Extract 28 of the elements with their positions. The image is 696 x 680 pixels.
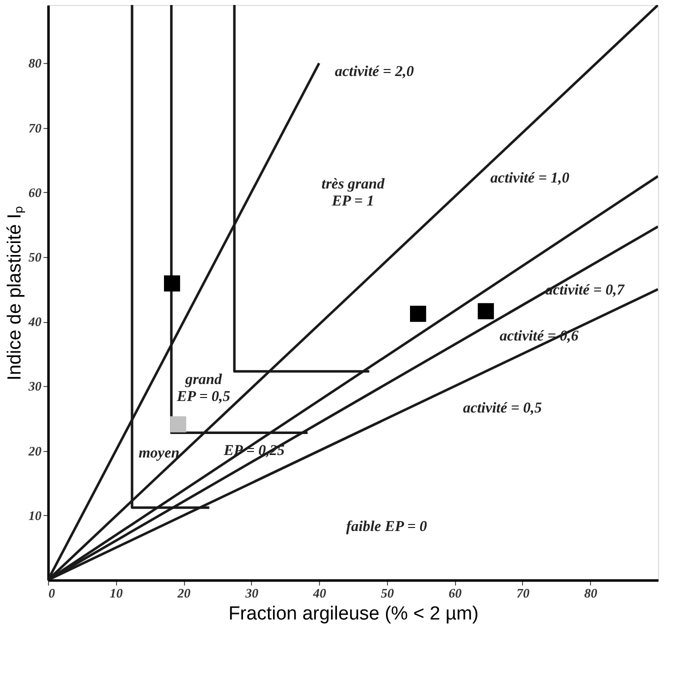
- x-tick-label: 70: [516, 586, 530, 600]
- y-tick-label: 40: [28, 314, 42, 330]
- x-tick-label: 40: [312, 586, 327, 600]
- x-tick-label: 60: [448, 586, 462, 600]
- annotation: activité = 0,5: [462, 400, 542, 416]
- annotation: grand EP = 0,5: [176, 372, 231, 405]
- annotation: activité = 0,6: [500, 328, 580, 345]
- x-tick-label: 10: [110, 586, 124, 600]
- annotation: moyen: [138, 445, 180, 462]
- y-tick-label: 10: [28, 508, 42, 523]
- y-tick-label: 70: [28, 120, 42, 136]
- x-tick-label: 20: [176, 586, 192, 600]
- annotation: activité = 1,0: [490, 170, 570, 186]
- x-tick-label: 30: [244, 586, 259, 600]
- y-axis-title: Indice de plasticité Iₚ: [4, 206, 26, 380]
- y-tick-label: 30: [28, 378, 42, 394]
- annotation: très grand EP = 1: [322, 176, 385, 210]
- annotation: activité = 2,0: [334, 64, 414, 80]
- annotation: faible EP = 0: [346, 518, 428, 535]
- y-tick-label: 80: [28, 56, 42, 71]
- annotation: activité = 0,7: [545, 282, 625, 299]
- x-tick-label: 50: [380, 586, 394, 600]
- x-axis-title: Fraction argileuse (% < 2 µm): [228, 604, 479, 624]
- x-tick-label: 0: [48, 586, 56, 600]
- y-tick-label: 60: [28, 184, 42, 200]
- y-tick-label: 50: [28, 249, 42, 264]
- y-tick-label: 20: [28, 443, 42, 458]
- x-tick-label: 80: [584, 586, 598, 600]
